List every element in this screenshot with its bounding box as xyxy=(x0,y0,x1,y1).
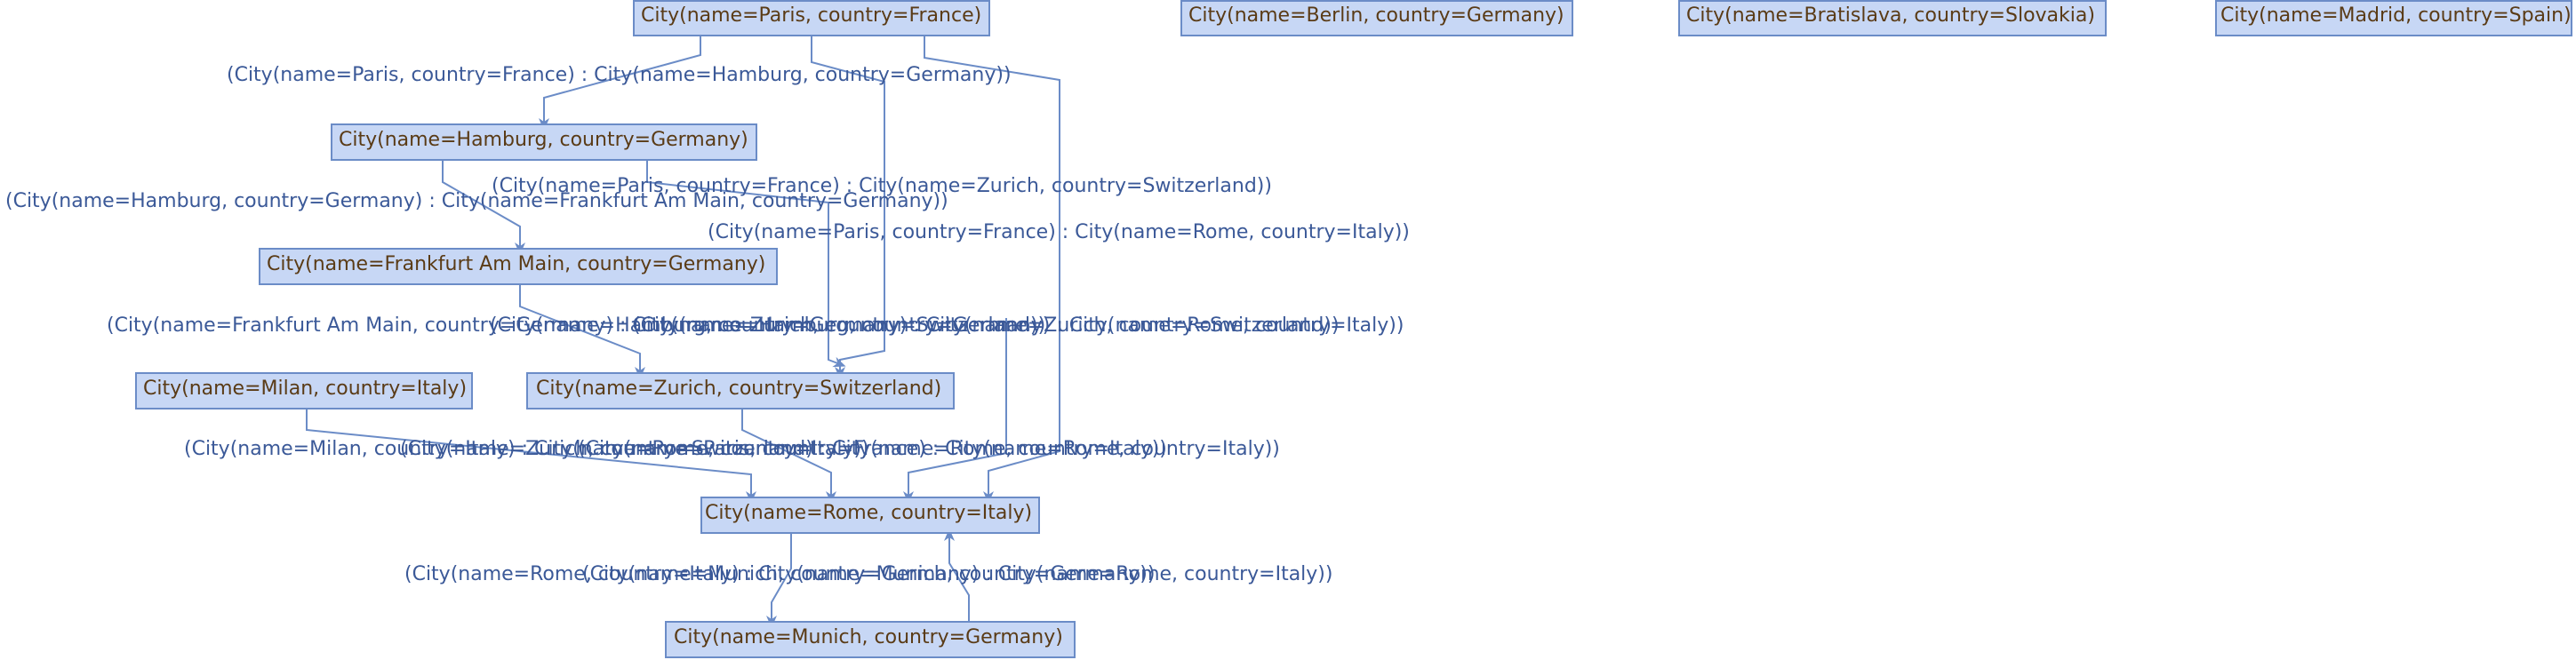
nodes: City(name=Paris, country=France) City(na… xyxy=(135,0,2572,658)
node-label: City(name=Rome, country=Italy) xyxy=(705,502,1032,524)
edge-label-paris-rome: (City(name=Paris, country=France) : City… xyxy=(708,221,1410,243)
node-label: City(name=Bratislava, country=Slovakia) xyxy=(1686,4,2095,27)
node-zurich[interactable]: City(name=Zurich, country=Switzerland) xyxy=(526,372,955,410)
edge-label-hamburg-frankfurt: (City(name=Hamburg, country=Germany) : C… xyxy=(5,190,948,212)
node-munich[interactable]: City(name=Munich, country=Germany) xyxy=(665,621,1076,658)
edge-rome-munich xyxy=(766,533,792,628)
edge-zurich-rome xyxy=(741,409,836,504)
edge-hamburg-frankfurt xyxy=(442,160,525,255)
node-berlin[interactable]: City(name=Berlin, country=Germany) xyxy=(1180,0,1573,36)
edge-label-hamburg-zurich: (City(name=Hamburg, country=Germany) : C… xyxy=(490,314,1340,337)
node-label: City(name=Berlin, country=Germany) xyxy=(1188,4,1564,27)
node-label: City(name=Hamburg, country=Germany) xyxy=(339,129,748,151)
node-bratislava[interactable]: City(name=Bratislava, country=Slovakia) xyxy=(1678,0,2107,36)
edge-paris-rome xyxy=(924,36,1060,504)
edge-label-paris-rome-2: (City(name=Paris, country=France) : City… xyxy=(578,438,1280,460)
edge-label-hamburg-rome: (City(name=Hamburg, country=Germany) : C… xyxy=(633,314,1404,337)
edge-labels: (City(name=Paris, country=France) : City… xyxy=(5,64,1410,585)
node-label: City(name=Zurich, country=Switzerland) xyxy=(536,378,941,400)
edge-label-frankfurt-zurich: (City(name=Frankfurt Am Main, country=Ge… xyxy=(107,314,1045,337)
node-label: City(name=Munich, country=Germany) xyxy=(674,626,1063,648)
edge-milan-rome xyxy=(306,409,756,504)
node-madrid[interactable]: City(name=Madrid, country=Spain) xyxy=(2215,0,2572,36)
edge-hamburg-rome xyxy=(903,318,1007,504)
edge-label-paris-zurich: (City(name=Paris, country=France) : City… xyxy=(492,175,1272,197)
node-label: City(name=Paris, country=France) xyxy=(641,4,981,27)
node-label: City(name=Milan, country=Italy) xyxy=(143,378,467,400)
node-paris[interactable]: City(name=Paris, country=France) xyxy=(633,0,990,36)
node-milan[interactable]: City(name=Milan, country=Italy) xyxy=(135,372,473,410)
node-frankfurt[interactable]: City(name=Frankfurt Am Main, country=Ger… xyxy=(259,248,778,285)
edge-paris-hamburg xyxy=(539,36,701,131)
node-label: City(name=Madrid, country=Spain) xyxy=(2220,4,2572,27)
edge-label-rome-munich: (City(name=Rome, country=Italy) : City(n… xyxy=(404,563,1155,585)
edge-munich-rome xyxy=(944,529,970,622)
node-hamburg[interactable]: City(name=Hamburg, country=Germany) xyxy=(331,123,757,161)
edge-frankfurt-zurich xyxy=(519,284,645,379)
edges xyxy=(306,36,1060,628)
edge-label-milan-rome: (City(name=Milan, country=Italy) : City(… xyxy=(184,438,869,460)
edge-label-zurich-rome: (City(name=Zurich, country=Switzerland) … xyxy=(400,438,1167,460)
node-rome[interactable]: City(name=Rome, country=Italy) xyxy=(700,497,1040,534)
edge-label-munich-rome: (City(name=Munich, country=Germany) : Ci… xyxy=(582,563,1332,585)
edge-label-paris-hamburg: (City(name=Paris, country=France) : City… xyxy=(227,64,1012,86)
node-label: City(name=Frankfurt Am Main, country=Ger… xyxy=(267,253,765,275)
edge-hamburg-zurich xyxy=(646,160,846,368)
